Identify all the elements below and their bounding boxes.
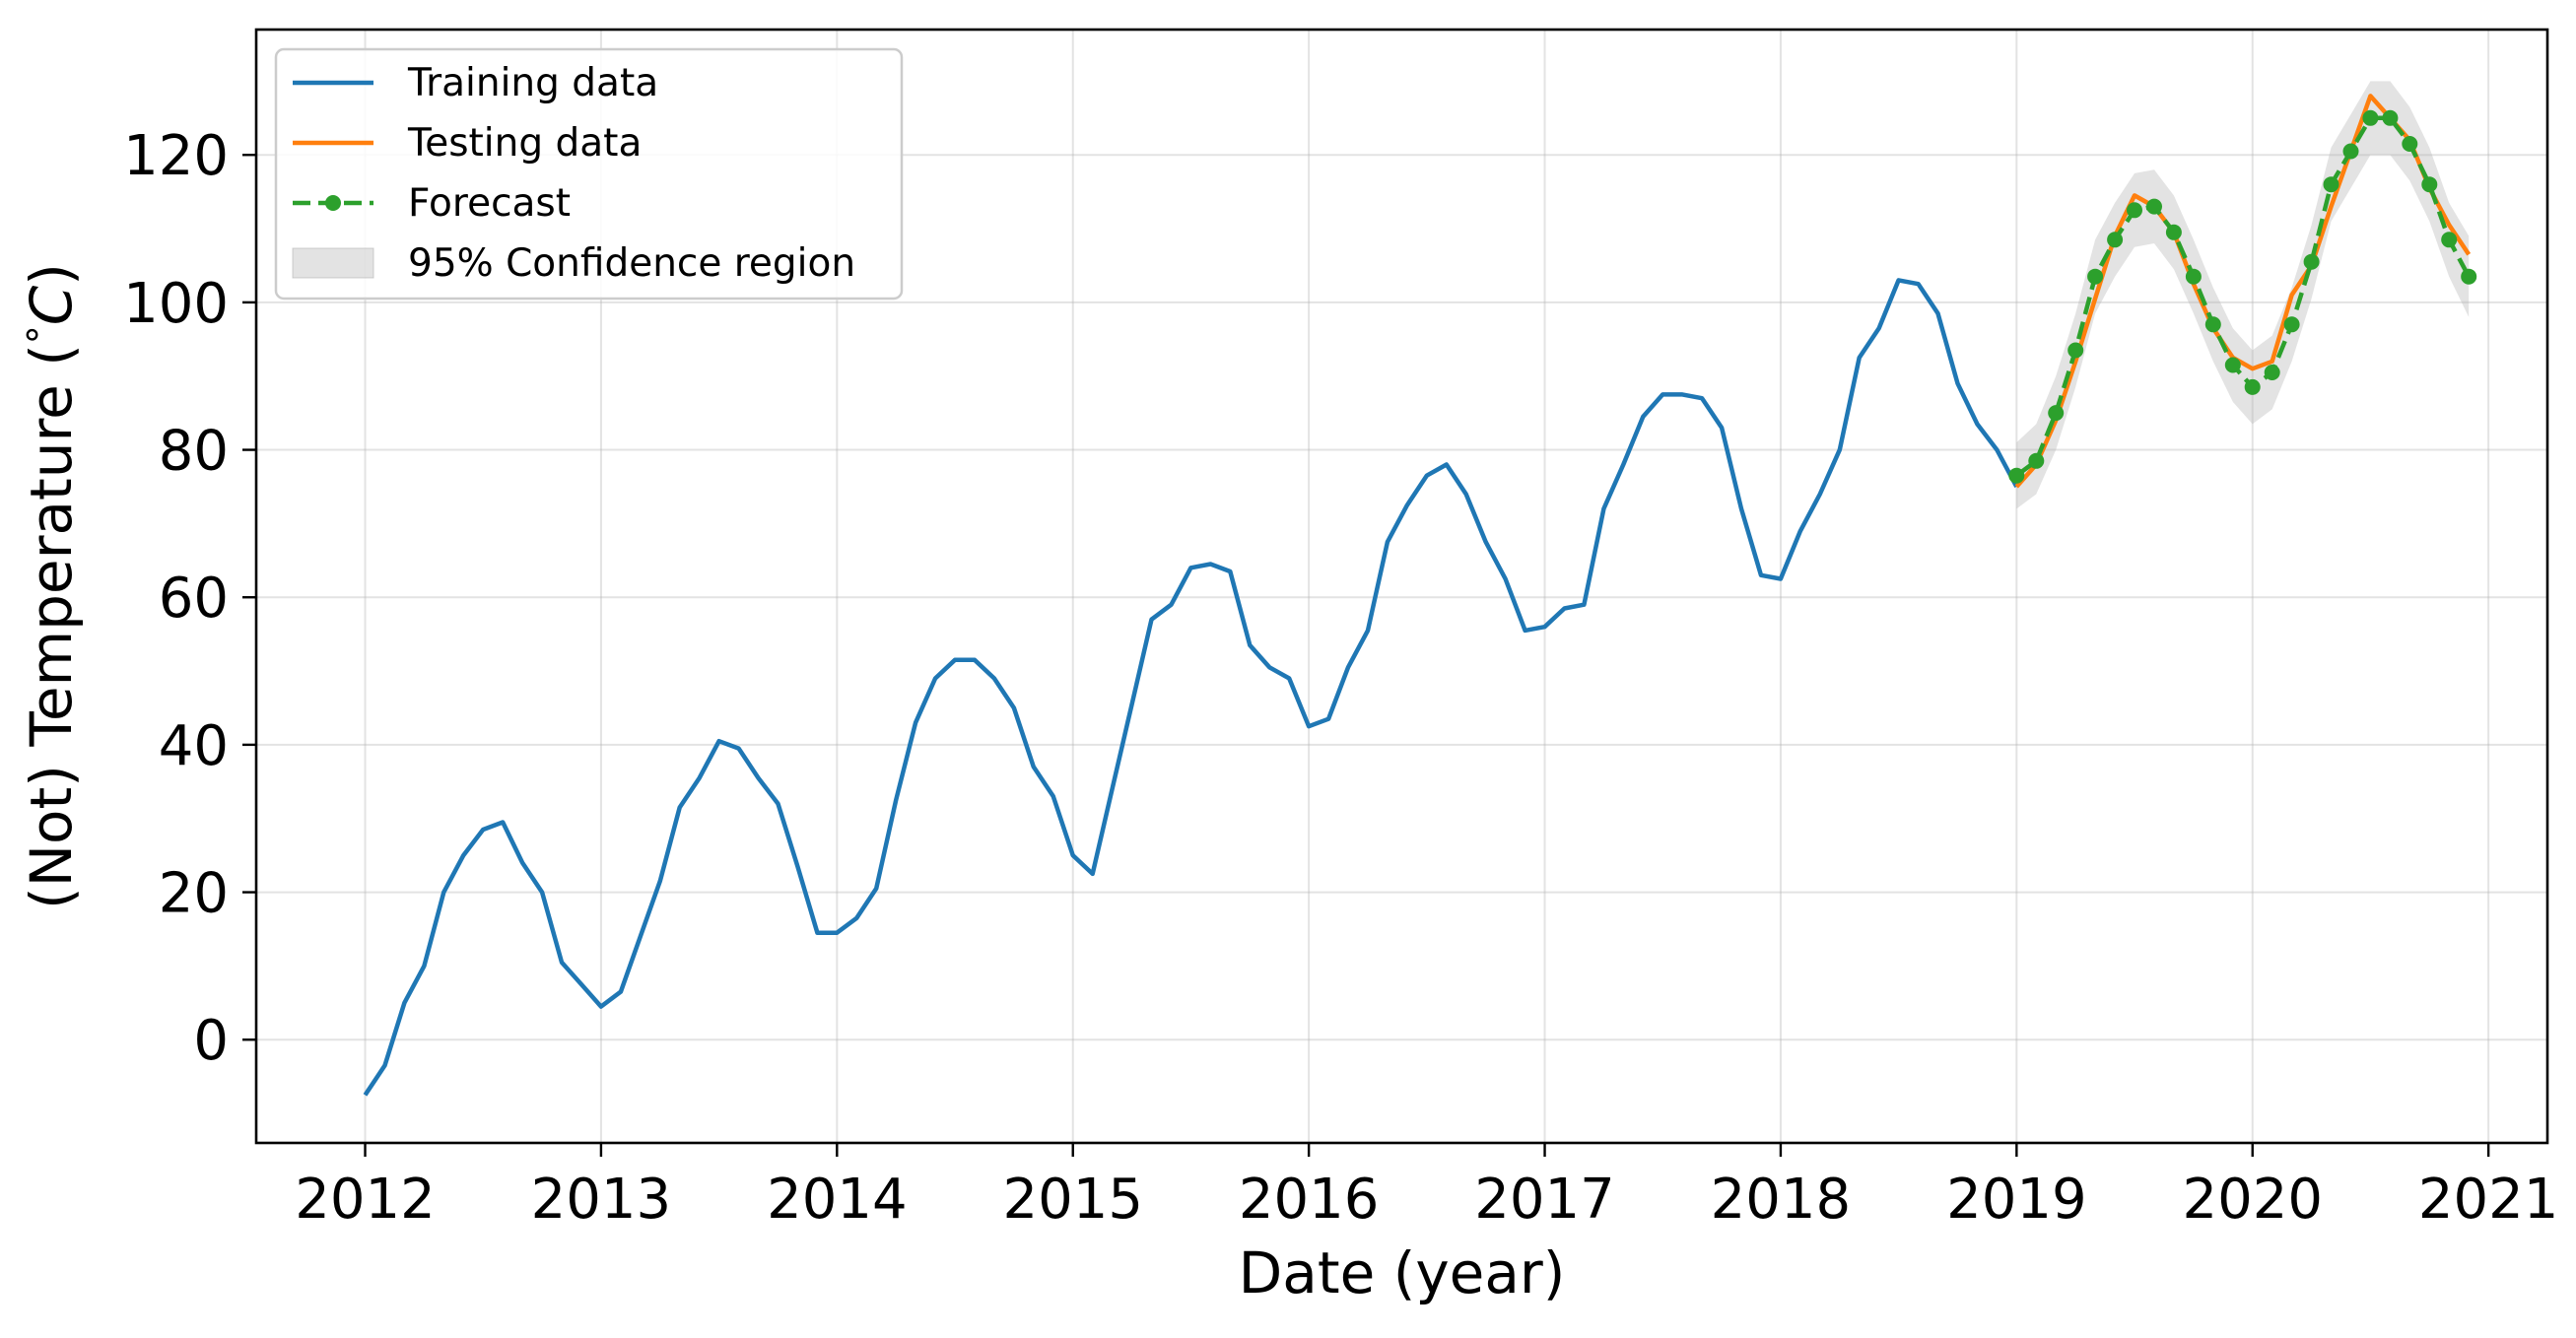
y-axis-label-prefix: (Not) Temperature ( [18,344,85,909]
plot-area-frame [254,28,2549,1145]
legend-item: Forecast [293,181,571,226]
x-tick-label: 2015 [1002,1168,1143,1232]
forecast-point [2323,176,2339,193]
forecast-point [2008,467,2025,484]
y-axis-label-degree: ° [20,325,63,344]
training-data-line [363,278,2019,1097]
y-axis-label-suffix: ) [18,263,85,286]
legend: Training data Testing data Forecast 95% Con… [274,47,904,301]
x-axis-label: Date (year) [1239,1239,1566,1306]
legend-label: Forecast [408,181,571,226]
forecast-point [2185,268,2202,285]
forecast-point [2382,109,2399,126]
x-tick-label: 2012 [295,1168,436,1232]
confidence-band [2016,81,2470,509]
forecast-point [2146,198,2162,215]
x-tick-label: 2016 [1239,1168,1380,1232]
forecast-point [2362,109,2379,126]
forecast-point [2421,176,2438,193]
legend-box [274,47,904,301]
forecast-point [2048,405,2065,422]
forecast-point [2264,365,2280,380]
forecast-point [2127,202,2142,219]
x-tick-label: 2013 [531,1168,672,1232]
forecast-point [2283,316,2300,333]
x-tick-label: 2021 [2418,1168,2559,1232]
x-tick-label: 2020 [2182,1168,2323,1232]
legend-swatch [292,247,374,279]
forecast-point [2028,452,2045,469]
x-tick-label: 2017 [1474,1168,1615,1232]
forecast-point [2068,342,2084,359]
legend-item: 95% Confidence region [292,241,855,286]
forecast-point [2441,232,2458,248]
y-tick-label: 80 [159,420,229,484]
forecast-point [2107,232,2124,248]
x-tick-label: 2014 [767,1168,908,1232]
legend-label: Testing data [407,121,642,166]
series-lines [363,94,2477,1097]
x-tick-label: 2018 [1711,1168,1852,1232]
y-tick-label: 120 [123,124,229,188]
forecast-point [2303,253,2320,270]
y-axis-ticks: 0 20 40 60 80 100 120 [123,124,256,1073]
y-tick-label: 40 [159,714,229,778]
y-tick-label: 20 [159,862,229,926]
legend-label: Training data [407,61,658,105]
y-tick-label: 0 [193,1009,229,1073]
forecast-point [2461,268,2477,285]
y-axis-label-unit: C [18,285,85,325]
y-axis-label: (Not) Temperature (°C) [18,263,85,909]
forecast-point [2402,136,2418,152]
legend-item: Testing data [293,121,642,166]
x-tick-label: 2019 [1946,1168,2087,1232]
forecast-point [2244,378,2261,395]
legend-marker [325,195,341,211]
forecast-point [2204,316,2221,333]
confidence-region [2016,81,2470,509]
y-tick-label: 100 [123,272,229,336]
forecast-point [2087,268,2104,285]
forecast-point [2224,357,2241,373]
forecast-point [2342,143,2359,160]
legend-label: 95% Confidence region [408,241,855,286]
legend-item: Training data [293,61,658,105]
forecast-point [2165,224,2182,240]
x-axis-ticks: 2012 2013 2014 2015 2016 2017 2018 2019 2020 2021 [295,1143,2558,1232]
y-tick-label: 60 [159,567,229,631]
